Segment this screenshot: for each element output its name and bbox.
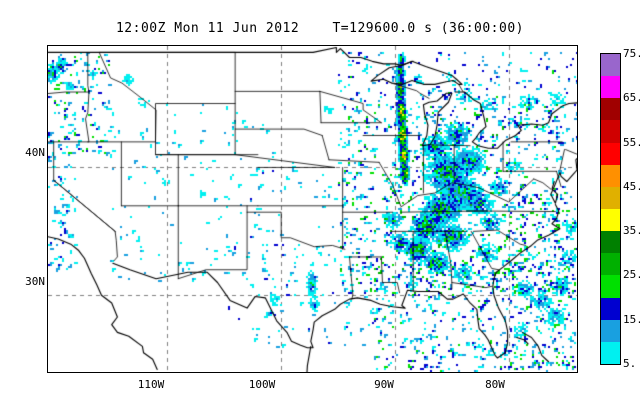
colorbar-tick-75: 75. [623, 47, 640, 60]
lon-tick-100w: 100W [248, 378, 276, 391]
colorbar-band-25 [601, 253, 620, 276]
colorbar-band-55 [601, 120, 620, 143]
colorbar-band-30 [601, 231, 620, 254]
colorbar-tick-15: 15. [623, 312, 640, 326]
reflectivity-colorbar [600, 53, 621, 365]
lon-tick-80w: 80W [485, 378, 505, 391]
colorbar-band-5 [601, 341, 620, 364]
colorbar-band-15 [601, 297, 620, 320]
colorbar-band-50 [601, 142, 620, 165]
colorbar-band-70 [601, 54, 620, 77]
lat-tick-40n: 40N [25, 146, 45, 159]
colorbar-tick-25: 25. [623, 268, 640, 282]
colorbar-band-20 [601, 275, 620, 298]
map-plot-area [47, 45, 578, 373]
colorbar-tick-35: 35. [623, 224, 640, 238]
radar-reflectivity-canvas [48, 46, 577, 372]
lon-tick-90w: 90W [374, 378, 394, 391]
colorbar-tick-45: 45. [623, 179, 640, 193]
lon-tick-110w: 110W [137, 378, 165, 391]
colorbar-tick-65: 65. [623, 91, 640, 105]
colorbar-tick-5: 5. [623, 357, 637, 370]
colorbar-band-45 [601, 164, 620, 187]
colorbar-band-35 [601, 208, 620, 232]
colorbar-band-40 [601, 186, 620, 209]
lat-tick-30n: 30N [25, 275, 45, 288]
colorbar-band-10 [601, 319, 620, 342]
colorbar-tick-55: 55. [623, 135, 640, 149]
colorbar-band-65 [601, 76, 620, 99]
figure-title: 12:00Z Mon 11 Jun 2012 T=129600.0 s (36:… [115, 21, 524, 36]
colorbar-band-60 [601, 98, 620, 121]
